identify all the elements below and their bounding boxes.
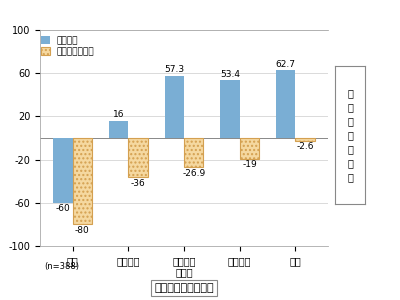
Bar xyxy=(276,70,296,138)
Text: 57.3: 57.3 xyxy=(164,65,184,74)
Text: 16: 16 xyxy=(113,110,124,119)
Text: -60: -60 xyxy=(56,204,70,213)
Bar xyxy=(240,138,259,158)
Text: -26.9: -26.9 xyxy=(182,169,205,178)
Bar xyxy=(53,138,72,203)
Bar xyxy=(109,121,128,138)
Text: -19: -19 xyxy=(242,160,257,169)
Bar xyxy=(72,138,92,224)
Bar xyxy=(184,138,204,167)
Bar xyxy=(164,76,184,138)
Text: 62.7: 62.7 xyxy=(276,60,296,69)
Bar xyxy=(296,138,315,141)
Text: -80: -80 xyxy=(75,226,90,235)
Text: 53.4: 53.4 xyxy=(220,70,240,79)
Text: -2.6: -2.6 xyxy=(296,142,314,152)
Bar xyxy=(220,80,240,138)
Text: 外
国
人
委
任
意
向: 外 国 人 委 任 意 向 xyxy=(347,88,353,182)
Text: (n=388): (n=388) xyxy=(45,262,80,271)
Bar xyxy=(128,138,148,177)
X-axis label: 管理会社への満足度: 管理会社への満足度 xyxy=(154,283,214,293)
Text: -36: -36 xyxy=(131,178,146,188)
Legend: 清掛業務, 室内で行う業務: 清掛業務, 室内で行う業務 xyxy=(39,34,96,58)
